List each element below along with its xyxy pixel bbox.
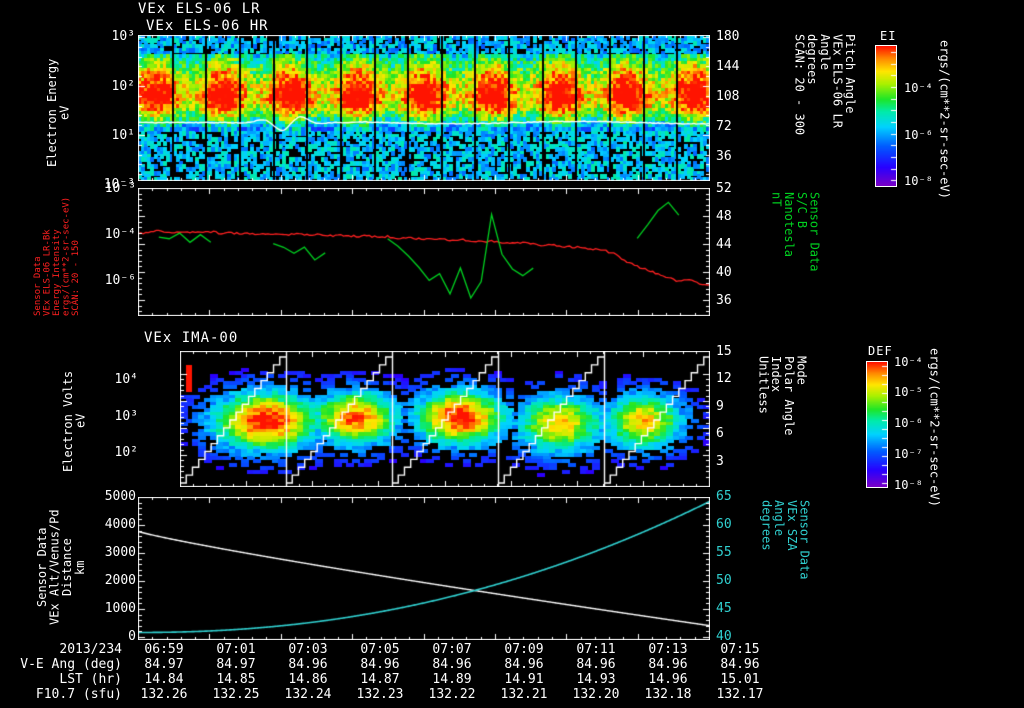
panel3-left-axis-label: Electron Volts eV <box>61 370 88 472</box>
row-label-lst: LST (hr) <box>59 672 122 687</box>
panel4-left-ticklabels: 5000 4000 3000 2000 1000 0 <box>104 489 136 644</box>
els-spectrogram-plot[interactable] <box>138 35 710 181</box>
ei-colorbar-ticklabels: 10⁻⁴ 10⁻⁶ 10⁻⁸ <box>904 81 933 188</box>
def-colorbar-ticklabels: 10⁻⁴ 10⁻⁵ 10⁻⁶ 10⁻⁷ 10⁻⁸ <box>894 355 923 492</box>
panel3-right-axis-label: Mode Polar Angle Index Unitless <box>756 356 809 436</box>
energy-intensity-magnetic-plot[interactable] <box>138 188 710 316</box>
row-label-f107: F10.7 (sfu) <box>35 687 122 702</box>
def-colorbar-title: DEF <box>868 344 893 358</box>
row-label-ve-ang: V-E Ang (deg) <box>20 657 122 672</box>
panel1-title-hr: VEx ELS-06 HR <box>146 18 269 34</box>
panel1-title-lr: VEx ELS-06 LR <box>138 1 261 17</box>
panel1-left-axis-label: Electron Energy eV <box>45 58 72 167</box>
panel3-right-ticklabels: 15 12 9 6 3 <box>716 344 732 469</box>
def-colorbar-gradient <box>866 361 888 488</box>
panel2-left-axis-label: Sensor Data VEx ELS-06 LR-Bk Energy Inte… <box>33 196 81 316</box>
footer-table: 2013/234 06:59 07:01 07:03 07:05 07:07 0… <box>0 642 1024 702</box>
panel3-left-ticklabels: 10⁴ 10³ 10² <box>114 372 138 460</box>
panel1-right-axis-label: Pitch Angle VEx ELS-06 LR Angle degrees … <box>792 34 857 136</box>
def-colorbar-unit-label: ergs/(cm**2-sr-sec-eV) <box>927 348 942 507</box>
table-row-ve-ang: V-E Ang (deg) 84.97 84.97 84.96 84.96 84… <box>0 657 776 672</box>
ima-spectrogram-plot[interactable] <box>180 351 710 487</box>
panel3-title: VEx IMA-00 <box>144 330 239 346</box>
ei-colorbar-gradient <box>875 45 897 187</box>
row-label-date: 2013/234 <box>59 642 122 657</box>
panel1-right-ticklabels: 180 144 108 72 36 <box>716 29 740 164</box>
table-row-f107: F10.7 (sfu) 132.26 132.25 132.24 132.23 … <box>0 687 776 702</box>
panel4-left-axis-label: Sensor Data VEx Alt/Venus/Pd Distance km <box>35 509 87 626</box>
panel2-right-ticklabels: 52 48 44 40 36 <box>716 181 732 308</box>
ei-colorbar-unit-label: ergs/(cm**2-sr-sec-eV) <box>937 40 952 199</box>
panel4-right-axis-label: Sensor Data VEx SZA Angle degrees <box>759 500 812 580</box>
altitude-sza-plot[interactable] <box>138 497 710 640</box>
panel1-left-ticklabels: 10³ 10² 10¹ 10⁻³ <box>103 29 135 192</box>
panel2-left-ticklabels: 10⁻³ 10⁻⁴ 10⁻⁶ <box>104 181 136 288</box>
table-row-time: 2013/234 06:59 07:01 07:03 07:05 07:07 0… <box>0 642 776 657</box>
table-row-lst: LST (hr) 14.84 14.85 14.86 14.87 14.89 1… <box>0 672 776 687</box>
panel2-right-axis-label: Sensor Data S/C B Nanotesla nT <box>769 192 822 272</box>
panel4-right-ticklabels: 65 60 55 50 45 40 <box>716 489 732 644</box>
ei-colorbar-title: EI <box>880 29 897 43</box>
